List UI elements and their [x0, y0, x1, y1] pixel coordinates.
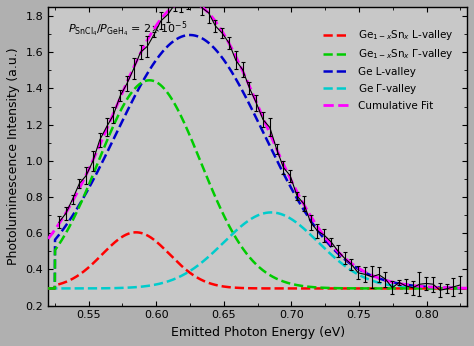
X-axis label: Emitted Photon Energy (eV): Emitted Photon Energy (eV): [171, 326, 345, 339]
Text: $P_{\mathregular{SnCl_4}}/P_{\mathregular{GeH_4}}$ = 2×10$^{-5}$: $P_{\mathregular{SnCl_4}}/P_{\mathregula…: [68, 20, 188, 39]
Y-axis label: Photoluminescence Intensity (a.u.): Photoluminescence Intensity (a.u.): [7, 47, 20, 265]
Legend: Ge$_{1-x}$Sn$_x$ L-valley, Ge$_{1-x}$Sn$_x$ $\Gamma$-valley, Ge L-valley, Ge $\G: Ge$_{1-x}$Sn$_x$ L-valley, Ge$_{1-x}$Sn$…: [319, 24, 458, 115]
